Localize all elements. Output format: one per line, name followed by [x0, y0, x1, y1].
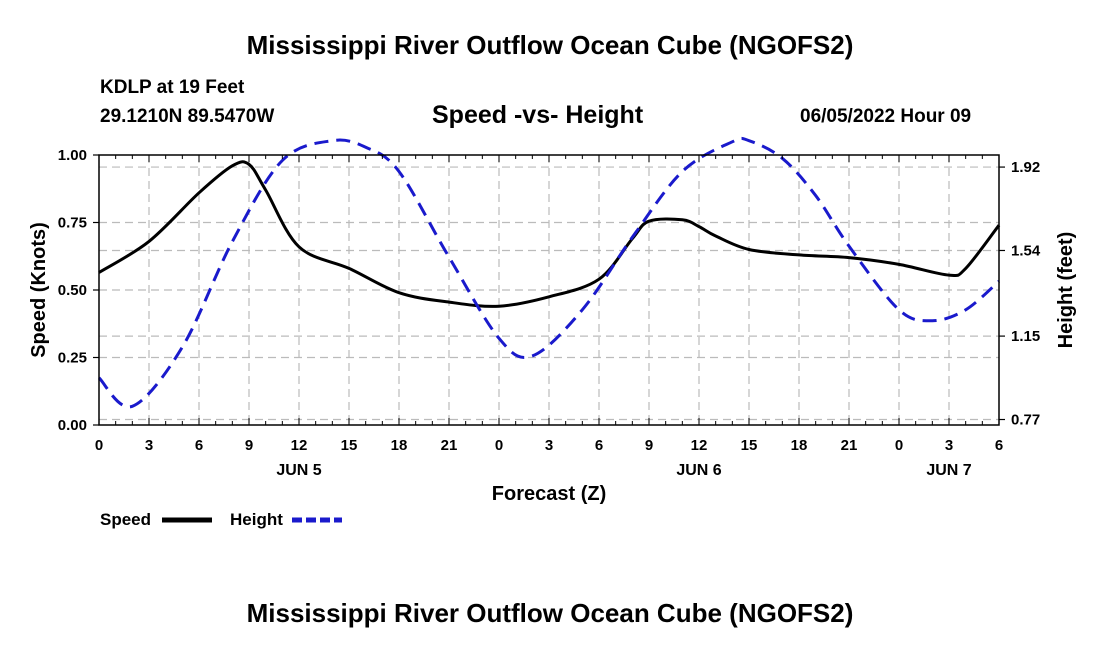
x-tick-label: 6 [995, 437, 1003, 454]
y2-tick-label: 1.92 [1011, 159, 1040, 176]
footer-title: Mississippi River Outflow Ocean Cube (NG… [246, 598, 854, 628]
axes: 0 3 6 9 12 15 18 21 0 3 6 9 12 15 18 21 0 3 6 JUN 5 JUN 6 JUN… [58, 147, 1041, 479]
date-label: JUN 7 [926, 462, 971, 479]
x-tick-label: 9 [645, 437, 653, 454]
chart-title: Mississippi River Outflow Ocean Cube (NG… [246, 30, 854, 60]
speed-series-line [98, 160, 1001, 308]
x-tick-label: 18 [791, 437, 808, 454]
x-tick-label: 12 [291, 437, 308, 454]
x-tick-label: 21 [441, 437, 458, 454]
station-label: KDLP at 19 Feet [100, 77, 245, 98]
x-tick-label: 9 [245, 437, 253, 454]
y-axis-label: Speed (Knots) [28, 222, 50, 358]
x-tick-label: 3 [145, 437, 153, 454]
date-label: JUN 6 [676, 462, 721, 479]
date-label: JUN 5 [276, 462, 321, 479]
chart-subtitle: Speed -vs- Height [432, 101, 644, 129]
x-tick-label: 6 [595, 437, 603, 454]
y2-tick-label: 1.54 [1011, 242, 1041, 259]
x-axis-label: Forecast (Z) [492, 483, 606, 505]
legend-label-height: Height [230, 510, 283, 529]
x-tick-label: 6 [195, 437, 203, 454]
y2-tick-label: 1.15 [1011, 328, 1040, 345]
y-tick-label: 0.50 [58, 282, 87, 299]
y2-axis-label: Height (feet) [1055, 232, 1077, 349]
x-tick-label: 0 [95, 437, 103, 454]
legend-label-speed: Speed [100, 510, 151, 529]
x-tick-label: 15 [741, 437, 758, 454]
legend: Speed Height [100, 510, 342, 529]
y-tick-label: 0.25 [58, 350, 87, 367]
x-tick-label: 15 [341, 437, 358, 454]
grid [99, 155, 999, 425]
y-tick-label: 1.00 [58, 147, 87, 164]
forecast-date: 06/05/2022 Hour 09 [800, 106, 972, 127]
y-tick-label: 0.00 [58, 417, 87, 434]
x-tick-label: 0 [495, 437, 503, 454]
x-tick-label: 3 [545, 437, 553, 454]
x-tick-label: 21 [841, 437, 858, 454]
y2-tick-label: 0.77 [1011, 412, 1040, 429]
height-series-line [97, 136, 1000, 409]
series-layer [97, 136, 1001, 409]
x-tick-label: 0 [895, 437, 903, 454]
x-tick-label: 18 [391, 437, 408, 454]
station-coordinates: 29.1210N 89.5470W [100, 106, 275, 127]
x-tick-label: 3 [945, 437, 953, 454]
y-tick-label: 0.75 [58, 215, 87, 232]
x-tick-label: 12 [691, 437, 708, 454]
